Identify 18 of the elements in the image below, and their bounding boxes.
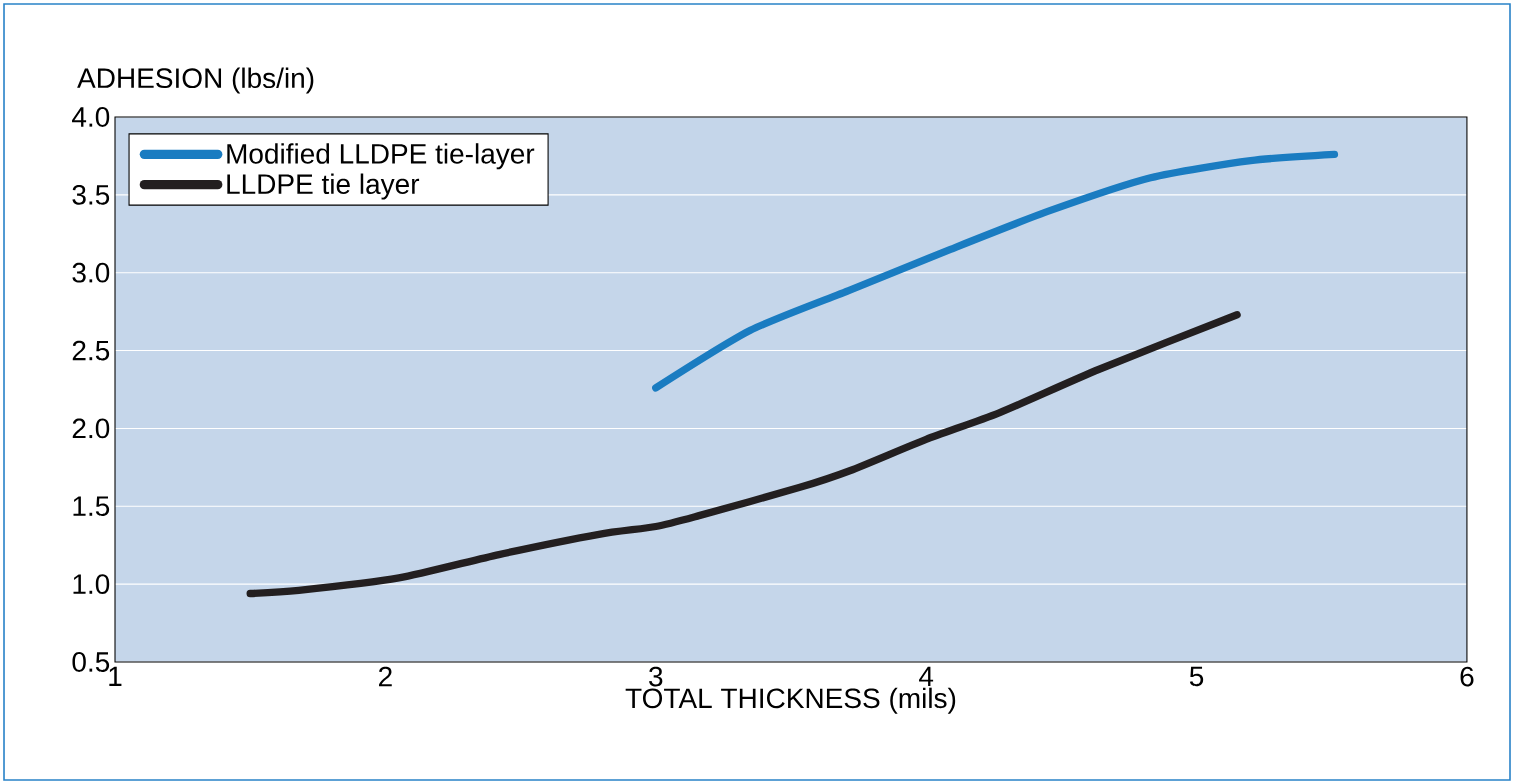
legend-label: Modified LLDPE tie-layer <box>227 143 535 170</box>
y-tick-label: 1.0 <box>73 574 110 595</box>
x-tick-label: 2 <box>379 666 392 687</box>
y-tick-label: 2.5 <box>72 340 110 361</box>
y-tick-label: 2.0 <box>72 418 110 439</box>
y-tick-label: 1.5 <box>73 496 110 517</box>
y-tick-label: 4.0 <box>72 107 110 127</box>
legend-label: LLDPE tie layer <box>227 173 420 200</box>
y-axis-title: ADHESION (lbs/in) <box>77 67 314 94</box>
x-axis-title: TOTAL THICKNESS (mils) <box>625 687 956 714</box>
y-tick-label: 0.5 <box>72 652 110 672</box>
x-tick-label: 5 <box>1189 666 1204 687</box>
x-tick-label: 3 <box>649 666 663 687</box>
x-tick-label: 1 <box>109 666 122 686</box>
y-tick-label: 3.5 <box>72 184 110 205</box>
y-tick-label: 3.0 <box>72 262 110 283</box>
x-tick-label: 6 <box>1460 666 1474 687</box>
x-tick-label: 4 <box>919 666 934 686</box>
